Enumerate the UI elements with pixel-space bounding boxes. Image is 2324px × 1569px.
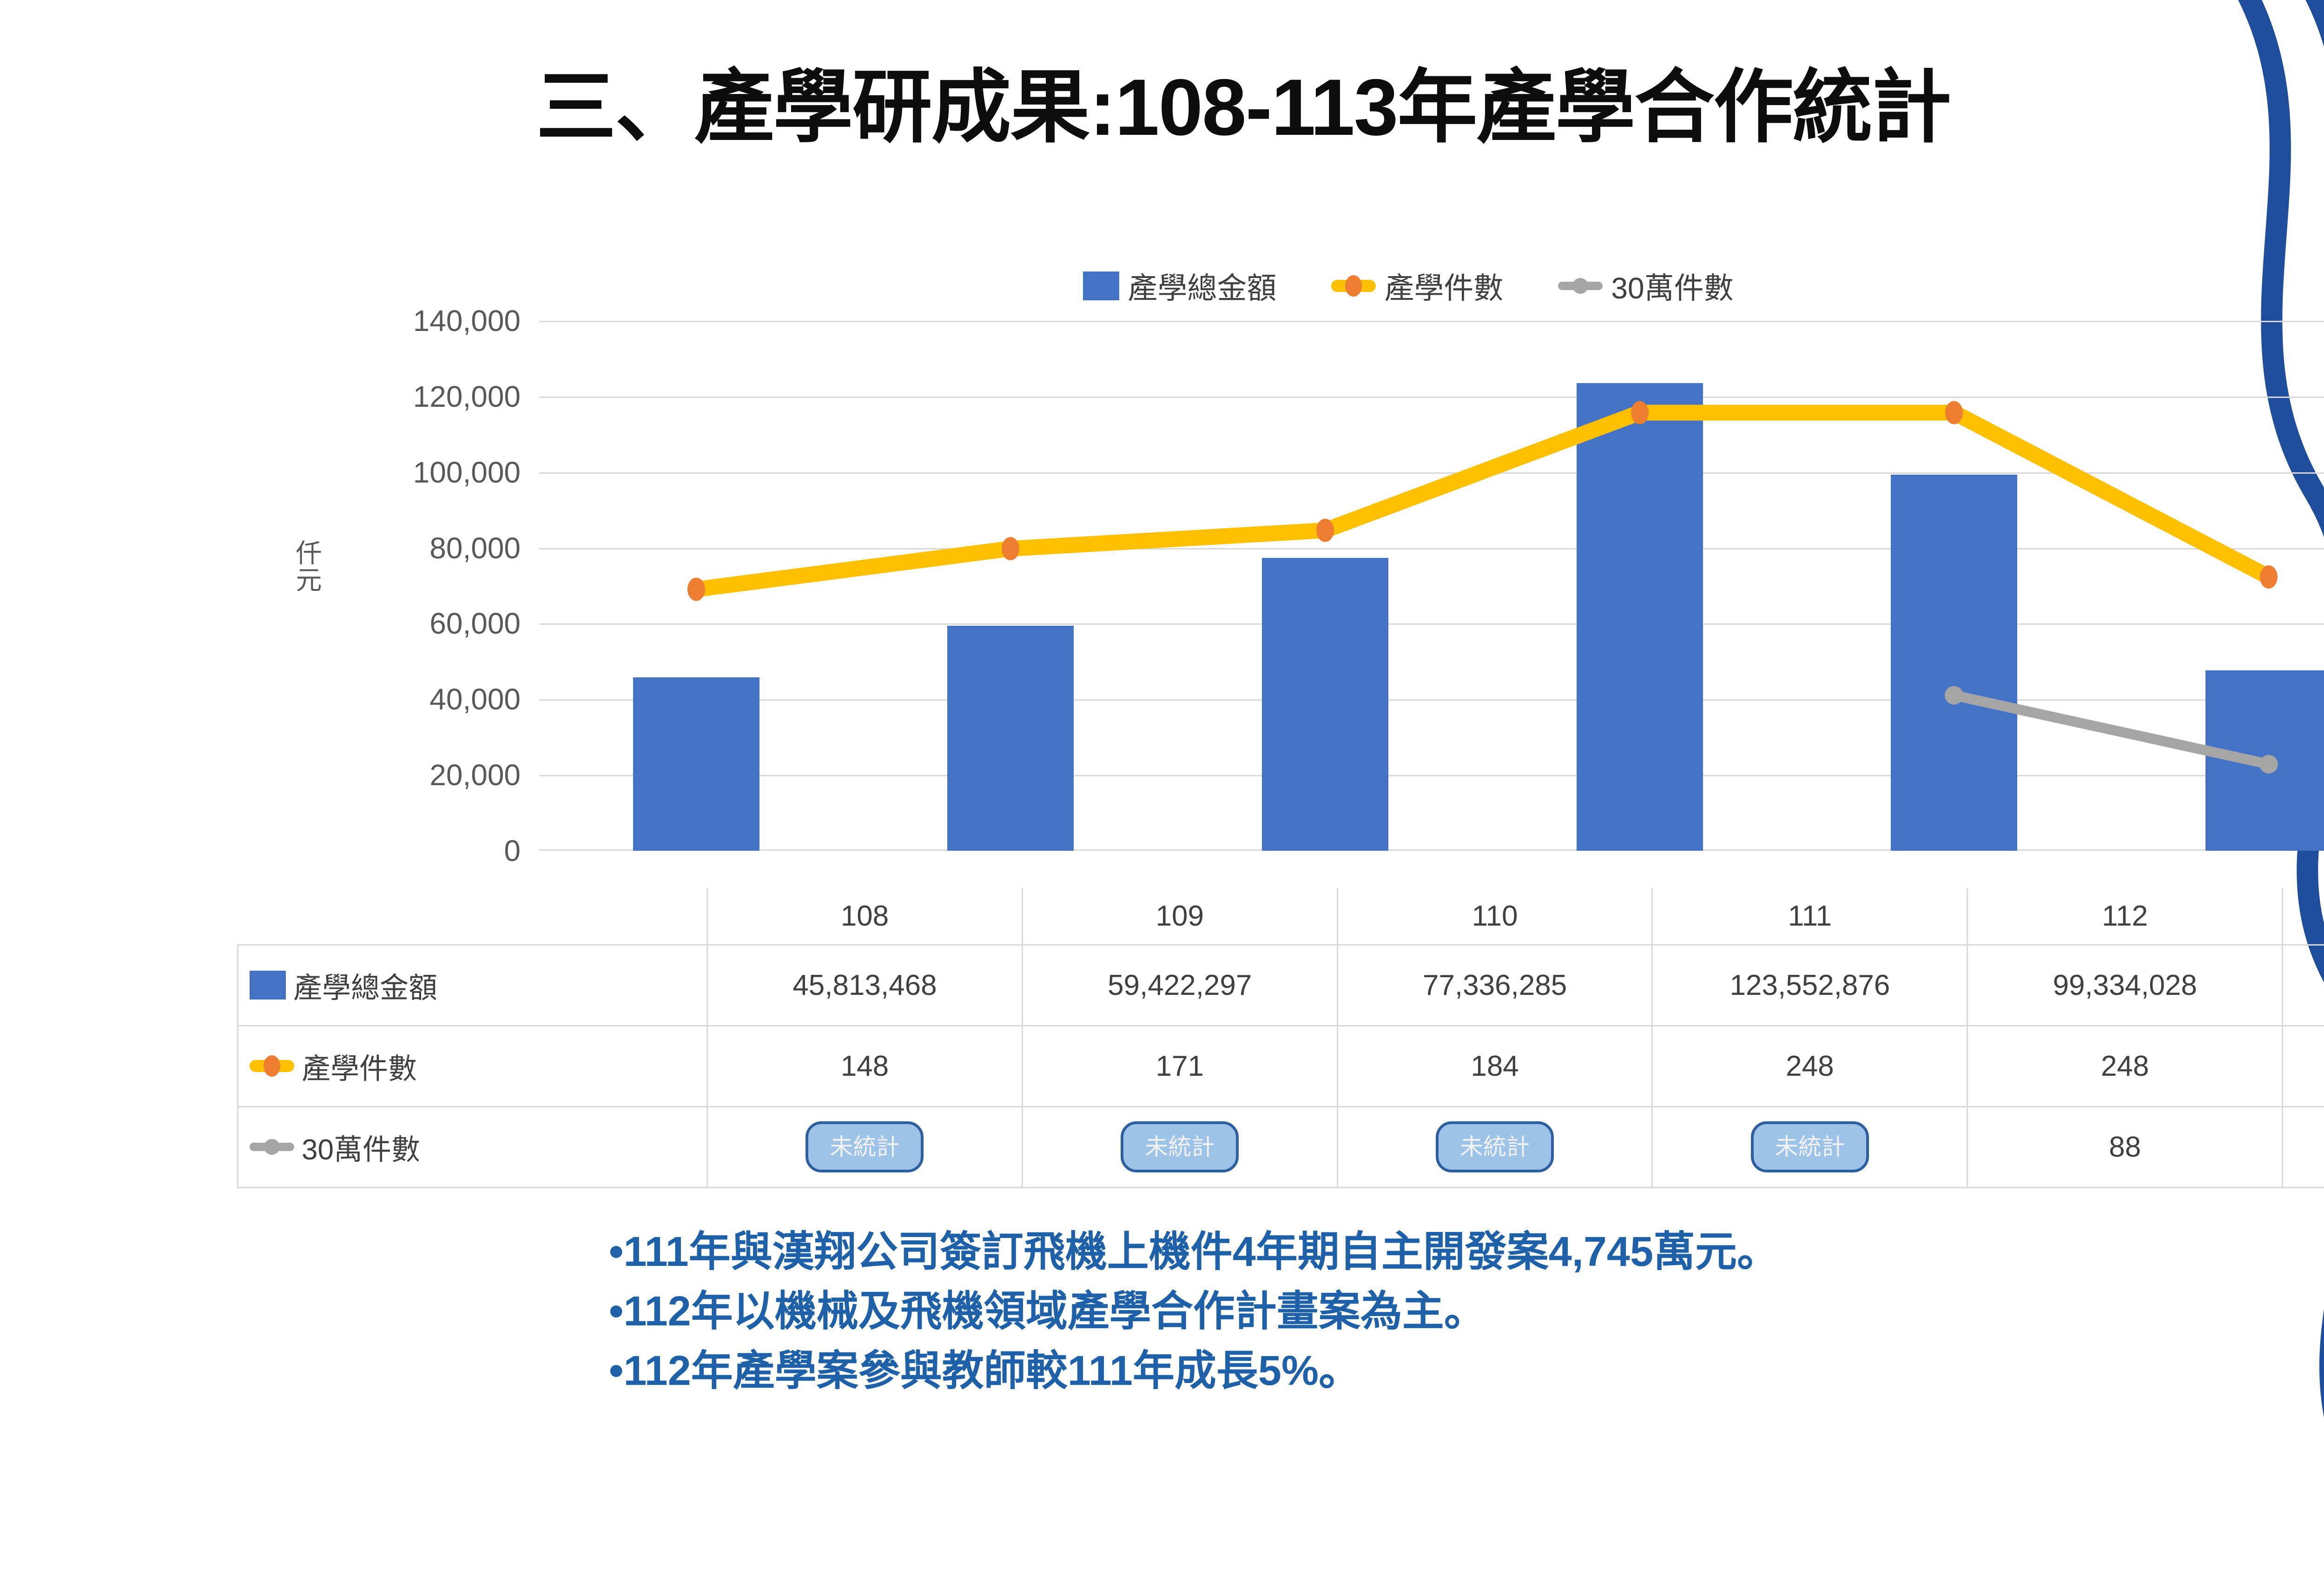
table-corner-cell <box>238 888 708 945</box>
chart-container: 產學總金額 產學件數 30萬件數 仟元 0 20,000 40,000 60,0… <box>218 260 2324 1218</box>
row-header-300k: 30萬件數 <box>237 1106 708 1188</box>
line-marker-gray-icon <box>250 1143 294 1151</box>
status-badge: 未統計 <box>1121 1121 1239 1172</box>
y-tick: 20,000 <box>429 758 521 792</box>
table-header-row: 108 109 110 111 112 113/08/29 <box>238 888 2324 946</box>
table-cell: 未統計 <box>1021 1106 1338 1188</box>
table-row: 產學總金額 45,813,468 59,422,297 77,336,285 1… <box>237 944 2324 1026</box>
bullet-item: •111年與漢翔公司簽訂飛機上機件4年期自主開發案4,745萬元。 <box>609 1229 1779 1275</box>
gridline <box>539 775 2324 777</box>
y-tick: 60,000 <box>429 607 521 641</box>
table-cell: 59,422,297 <box>1021 944 1338 1026</box>
table-cell: 未統計 <box>1336 1106 1653 1188</box>
y-tick: 80,000 <box>429 531 521 565</box>
status-badge: 未統計 <box>1750 1121 1869 1172</box>
bar-swatch-icon <box>1083 271 1120 300</box>
column-header: 111 <box>1651 888 1968 946</box>
bar-110[interactable] <box>1262 558 1388 851</box>
plot-region: 仟元 0 20,000 40,000 60,000 80,000 100,000… <box>218 304 2324 867</box>
table-cell: 171 <box>1021 1025 1338 1107</box>
table-cell: 248 <box>1651 1025 1968 1107</box>
gridline <box>539 396 2324 398</box>
bullet-list: •111年與漢翔公司簽訂飛機上機件4年期自主開發案4,745萬元。 •112年以… <box>609 1223 2324 1401</box>
chart-line-layer <box>687 401 2278 774</box>
data-table: 108 109 110 111 112 113/08/29 產學總金額 45,8… <box>237 888 2324 1188</box>
y-tick: 140,000 <box>413 304 521 338</box>
table-cell: 155 <box>2282 1025 2324 1107</box>
y-axis-title: 仟元 <box>292 539 322 593</box>
markers-series-300k <box>1945 686 2278 774</box>
status-badge: 未統計 <box>805 1121 924 1172</box>
table-cell: 45,813,468 <box>706 944 1023 1026</box>
bar-109[interactable] <box>947 626 1074 851</box>
table-row: 產學件數 148 171 184 248 248 155 <box>237 1025 2324 1107</box>
row-header-label: 30萬件數 <box>302 1134 420 1166</box>
row-header-label: 產學總金額 <box>293 972 438 1004</box>
gridline <box>539 623 2324 625</box>
table-cell: 77,336,285 <box>1336 944 1653 1026</box>
table-cell: 未統計 <box>706 1106 1023 1188</box>
row-header-amount: 產學總金額 <box>237 944 708 1026</box>
column-header: 110 <box>1336 888 1653 946</box>
legend-item-amount[interactable]: 產學總金額 <box>1083 265 1276 307</box>
table-cell: 184 <box>1336 1025 1653 1107</box>
markers-series-count <box>687 401 2278 601</box>
gridline <box>539 699 2324 701</box>
bullet-item: •112年產學案參與教師較111年成長5%。 <box>609 1347 1361 1394</box>
y-tick: 120,000 <box>413 379 521 413</box>
column-header: 108 <box>706 888 1023 946</box>
column-header: 112 <box>1967 888 2284 946</box>
line-marker-yellow-icon <box>1331 280 1376 292</box>
row-header-label: 產學件數 <box>302 1053 417 1085</box>
row-header-count: 產學件數 <box>237 1025 708 1107</box>
plot-area <box>539 321 2324 851</box>
gridline <box>539 548 2324 549</box>
line-marker-gray-icon <box>1558 282 1603 290</box>
column-header: 109 <box>1021 888 1338 946</box>
table-cell: 49 <box>2282 1106 2324 1188</box>
chart-legend: 產學總金額 產學件數 30萬件數 <box>218 260 2324 311</box>
gridline <box>539 472 2324 474</box>
bar-swatch-icon <box>250 971 286 1000</box>
line-marker-yellow-icon <box>250 1060 294 1072</box>
legend-label: 產學總金額 <box>1128 271 1277 305</box>
table-row: 30萬件數 未統計 未統計 未統計 未統計 88 49 <box>237 1106 2324 1188</box>
line-series-count <box>688 404 2277 597</box>
legend-label: 30萬件數 <box>1611 271 1734 305</box>
decorative-wave-graphic <box>2185 0 2324 1569</box>
y-axis-left-ticks: 0 20,000 40,000 60,000 80,000 100,000 12… <box>302 304 521 867</box>
table-cell: 未統計 <box>1651 1106 1968 1188</box>
wave-svg <box>2238 0 2324 1417</box>
table-cell: 123,552,876 <box>1651 944 1968 1026</box>
y-tick: 0 <box>504 834 521 867</box>
gridline <box>539 849 2324 851</box>
legend-item-count[interactable]: 產學件數 <box>1331 265 1503 307</box>
status-badge: 未統計 <box>1436 1121 1554 1172</box>
chart-data-table: 108 109 110 111 112 113/08/29 產學總金額 45,8… <box>237 888 2324 1188</box>
legend-item-300k[interactable]: 30萬件數 <box>1558 265 1734 307</box>
gridline <box>539 321 2324 322</box>
table-cell: 99,334,028 <box>1967 944 2284 1026</box>
table-cell: 88 <box>1967 1106 2284 1188</box>
line-series-300k <box>1949 690 2274 769</box>
table-cell: 47,676,688 <box>2282 944 2324 1026</box>
page-title: 三、產學研成果:108-113年產學合作統計 <box>536 63 1951 152</box>
y-tick: 40,000 <box>429 682 521 716</box>
bar-112[interactable] <box>1891 475 2017 851</box>
bar-111[interactable] <box>1577 383 1703 851</box>
bullet-item: •112年以機械及飛機領域產學合作計畫案為主。 <box>609 1288 1486 1335</box>
column-header: 113/08/29 <box>2282 888 2324 946</box>
bar-108[interactable] <box>633 677 759 851</box>
y-tick: 100,000 <box>413 455 521 489</box>
table-cell: 148 <box>706 1025 1023 1107</box>
legend-label: 產學件數 <box>1384 271 1504 305</box>
table-cell: 248 <box>1967 1025 2284 1107</box>
